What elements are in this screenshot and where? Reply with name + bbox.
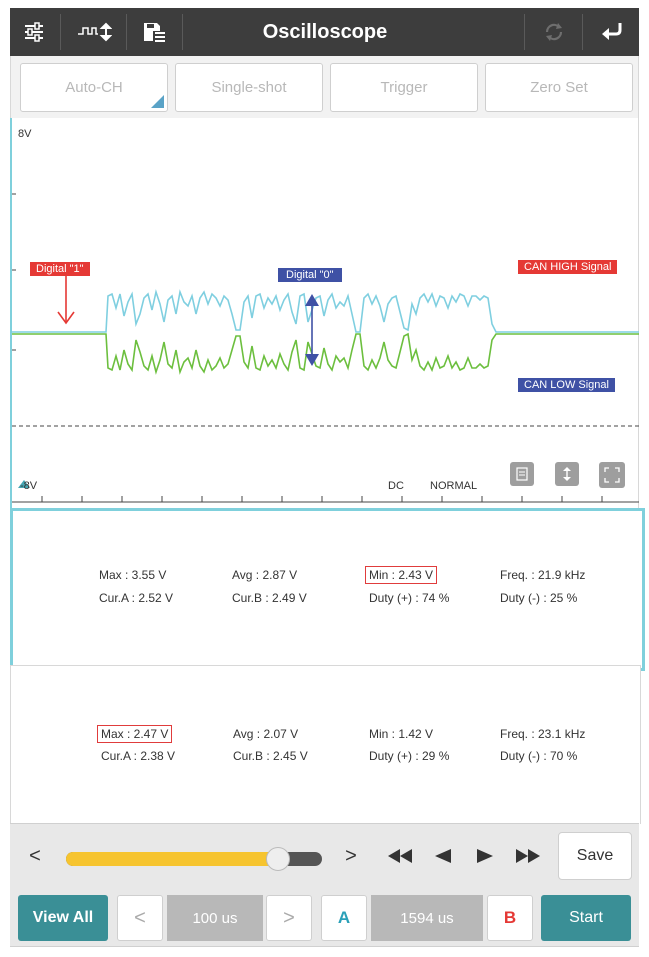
- cursor-value: 1594 us: [371, 895, 483, 941]
- auto-ch-button[interactable]: Auto-CH: [20, 63, 168, 112]
- ch2-duty-pos: Duty (+) : 29 %: [369, 749, 450, 763]
- coupling-label: DC: [388, 480, 404, 492]
- cursor-b-button[interactable]: B: [487, 895, 533, 941]
- timebase-value: 100 us: [167, 895, 263, 941]
- cursor-a-button[interactable]: A: [321, 895, 367, 941]
- vertical-scale-icon[interactable]: [555, 462, 579, 486]
- scroll-right-button[interactable]: >: [345, 844, 357, 867]
- digital-one-annotation: Digital "1": [30, 262, 90, 276]
- slider-thumb[interactable]: [266, 847, 290, 871]
- single-shot-button[interactable]: Single-shot: [175, 63, 323, 112]
- ch1-cur-b: Cur.B : 2.49 V: [232, 591, 307, 605]
- bottom-bar: View All < 100 us > A 1594 us B Start: [10, 889, 639, 947]
- channel1-measurements[interactable]: Max : 3.55 V Avg : 2.87 V Min : 2.43 V F…: [10, 508, 645, 671]
- ch1-avg: Avg : 2.87 V: [232, 568, 298, 582]
- ch2-cur-b: Cur.B : 2.45 V: [233, 749, 308, 763]
- ch2-min: Min : 1.42 V: [369, 727, 434, 741]
- ch2-cur-a: Cur.A : 2.38 V: [101, 749, 176, 763]
- ch1-cur-a: Cur.A : 2.52 V: [99, 591, 174, 605]
- playback-bar: < > Save: [10, 823, 639, 889]
- ground-marker-icon: [18, 480, 30, 488]
- start-button[interactable]: Start: [541, 895, 631, 941]
- sliders-icon[interactable]: [10, 8, 58, 56]
- ch2-avg: Avg : 2.07 V: [233, 727, 299, 741]
- ch2-duty-neg: Duty (-) : 70 %: [500, 749, 578, 763]
- auto-ch-label: Auto-CH: [65, 79, 123, 96]
- scroll-left-button[interactable]: <: [29, 844, 41, 867]
- save-button[interactable]: Save: [558, 832, 632, 880]
- timebase-increase-button[interactable]: >: [266, 895, 312, 941]
- trigger-button[interactable]: Trigger: [330, 63, 478, 112]
- dropdown-corner-icon: [151, 95, 164, 108]
- digital-one-arrow: [57, 276, 75, 325]
- top-bar: Oscilloscope: [10, 8, 639, 56]
- fullscreen-icon[interactable]: [599, 462, 625, 488]
- ch1-duty-neg: Duty (-) : 25 %: [500, 591, 578, 605]
- digital-zero-arrow: [305, 294, 319, 366]
- document-icon[interactable]: [510, 462, 534, 486]
- can-low-annotation: CAN LOW Signal: [518, 378, 615, 392]
- ch2-freq: Freq. : 23.1 kHz: [500, 727, 586, 741]
- can-high-trace: [12, 289, 639, 333]
- save-list-icon[interactable]: [130, 8, 178, 56]
- rewind-icon[interactable]: [382, 838, 418, 874]
- can-high-annotation: CAN HIGH Signal: [518, 260, 618, 274]
- ch2-max: Max : 2.47 V: [97, 725, 173, 743]
- refresh-icon[interactable]: [530, 8, 578, 56]
- position-slider[interactable]: [66, 847, 322, 871]
- ch1-max: Max : 3.55 V: [99, 568, 167, 582]
- slider-fill: [66, 852, 278, 866]
- pulse-arrows-icon[interactable]: [66, 8, 122, 56]
- can-low-trace: [12, 332, 639, 375]
- voltage-top-label: 8V: [18, 128, 32, 140]
- timebase-decrease-button[interactable]: <: [117, 895, 163, 941]
- step-back-icon[interactable]: [428, 838, 458, 874]
- ch1-min: Min : 2.43 V: [365, 566, 438, 584]
- step-forward-icon[interactable]: [470, 838, 500, 874]
- zero-set-label: Zero Set: [530, 79, 588, 96]
- mode-bar: Auto-CH Single-shot Trigger Zero Set: [10, 56, 639, 118]
- ch1-duty-pos: Duty (+) : 74 %: [369, 591, 450, 605]
- zero-set-button[interactable]: Zero Set: [485, 63, 633, 112]
- fast-forward-icon[interactable]: [510, 838, 546, 874]
- ch1-freq: Freq. : 21.9 kHz: [500, 568, 586, 582]
- digital-zero-annotation: Digital "0": [278, 268, 342, 282]
- single-shot-label: Single-shot: [211, 79, 287, 96]
- trigger-mode-label: NORMAL: [430, 480, 478, 492]
- view-all-button[interactable]: View All: [18, 895, 108, 941]
- trigger-label: Trigger: [380, 79, 428, 96]
- scope-display[interactable]: 8V -8V DC NORMAL Digital "1" Digital "0"…: [10, 118, 639, 508]
- back-arrow-icon[interactable]: [586, 8, 638, 56]
- channel2-measurements[interactable]: Max : 2.47 V Avg : 2.07 V Min : 1.42 V F…: [10, 665, 641, 824]
- voltage-bottom-label: -8V: [20, 480, 38, 492]
- app-title: Oscilloscope: [262, 21, 388, 43]
